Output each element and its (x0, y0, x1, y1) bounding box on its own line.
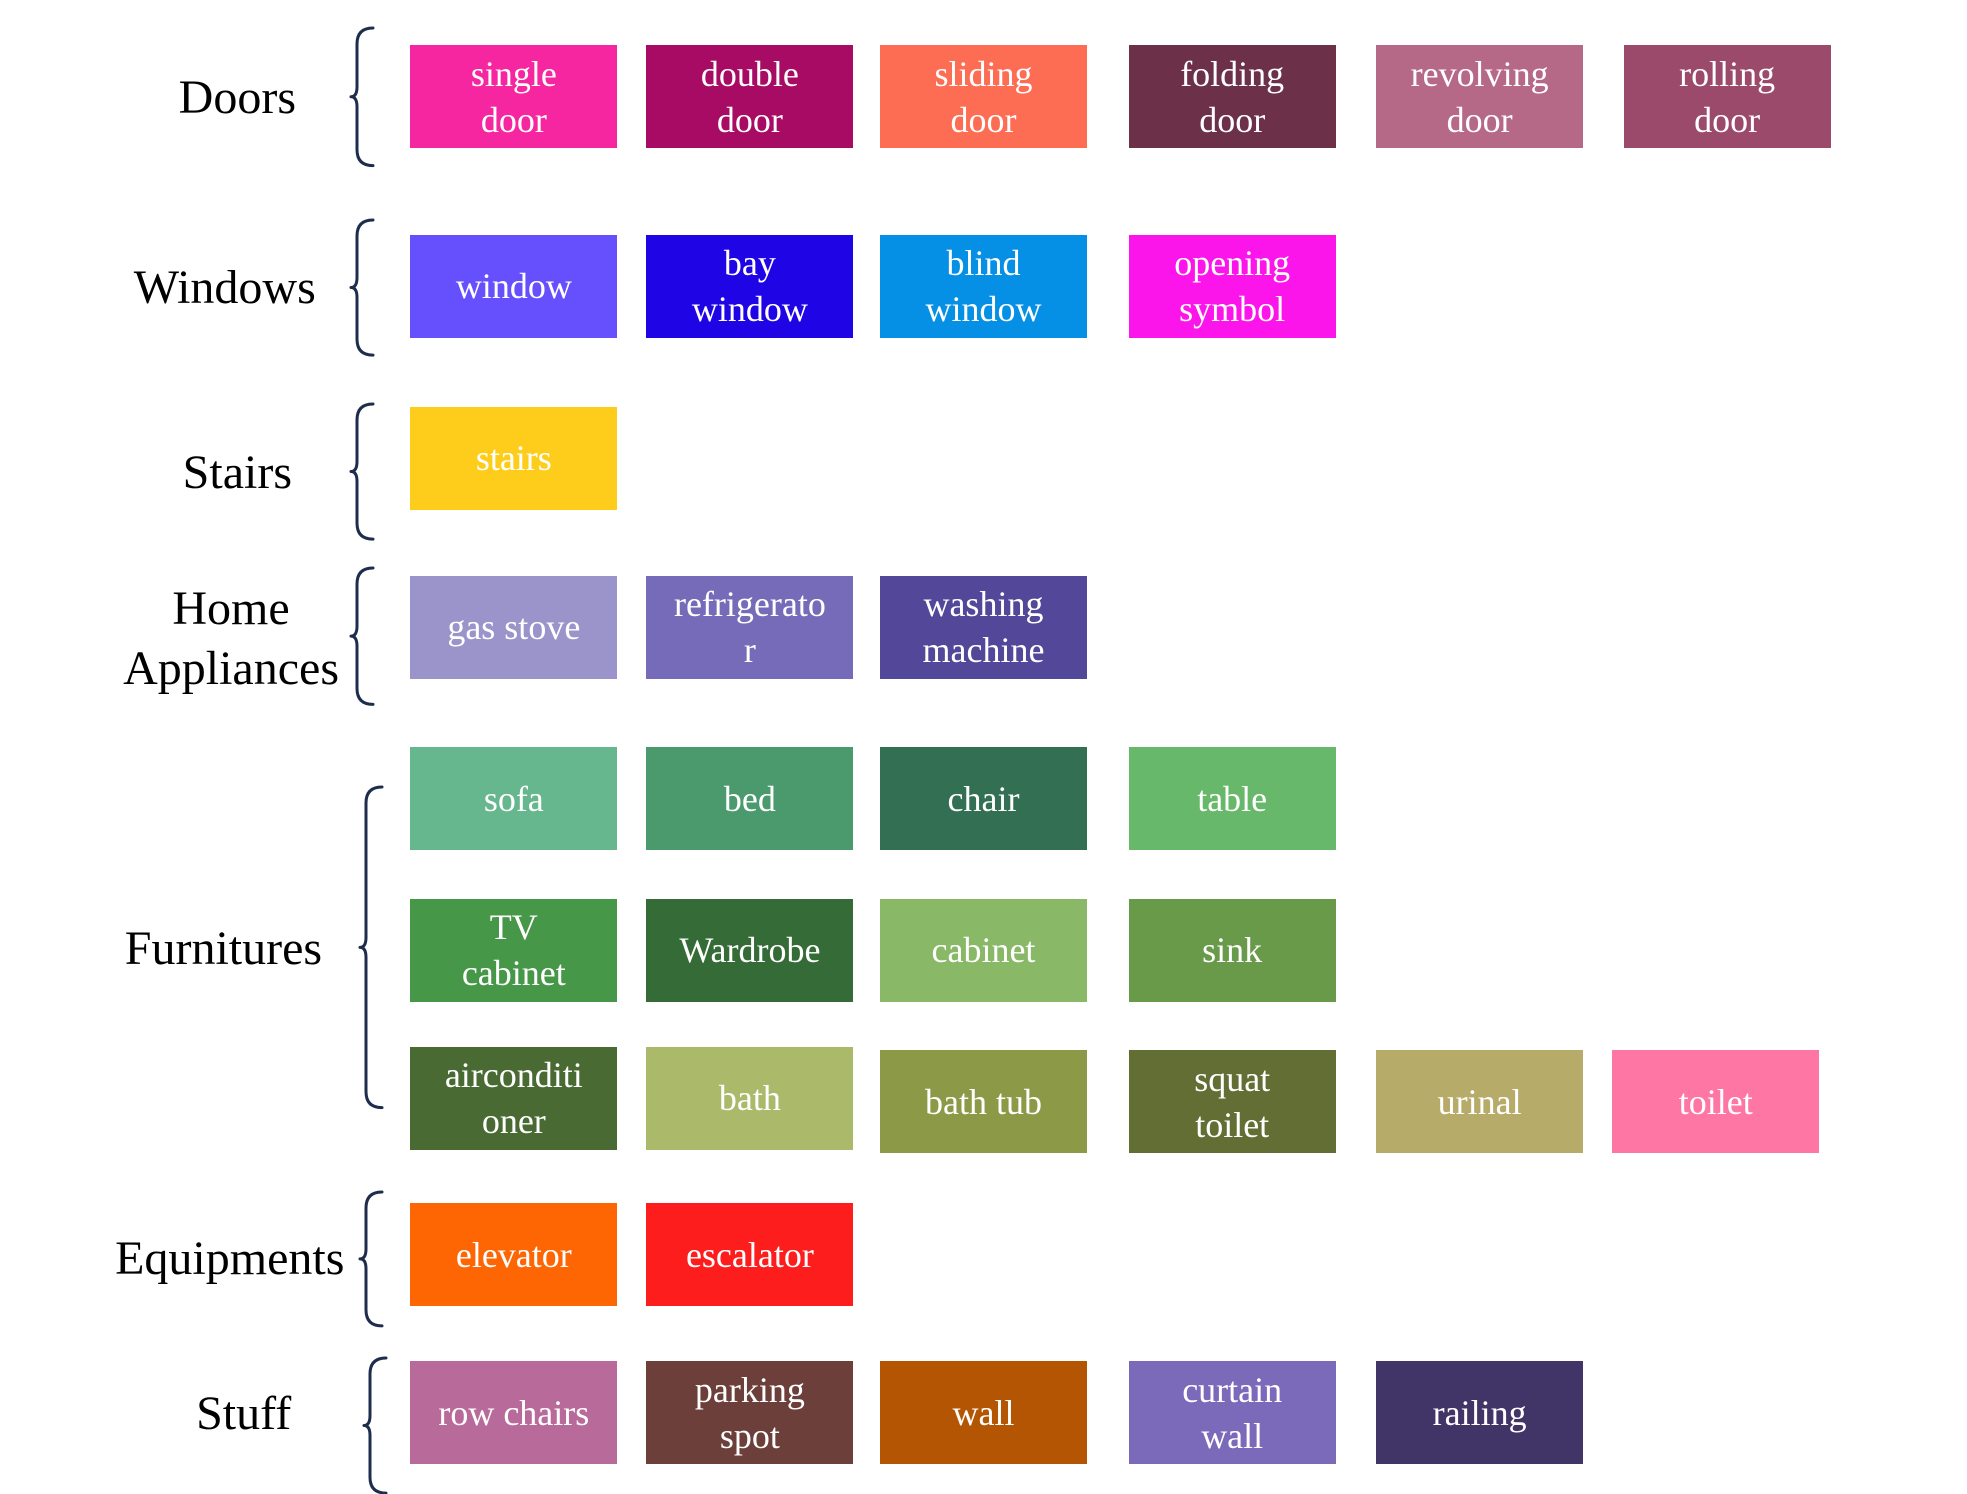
brace-stairs (349, 402, 375, 541)
legend-swatch: folding door (1128, 45, 1336, 149)
legend-swatch: chair (879, 747, 1087, 851)
legend-swatch: elevator (410, 1203, 618, 1307)
legend-swatch: refrigerato r (646, 575, 854, 679)
brace-equipments (358, 1190, 384, 1328)
category-label-stairs: Stairs (182, 446, 293, 500)
legend-swatch: airconditi oner (410, 1046, 618, 1150)
legend-swatch: double door (646, 45, 854, 149)
legend-swatch: Wardrobe (646, 898, 854, 1002)
legend-swatch: bay window (646, 234, 854, 338)
legend-swatch: bath tub (879, 1050, 1087, 1154)
legend-swatch: bed (646, 747, 854, 851)
brace-doors (349, 26, 375, 167)
legend-swatch: revolving door (1376, 45, 1584, 149)
brace-windows (349, 218, 375, 357)
category-label-furnitures: Furnitures (124, 922, 323, 976)
legend-swatch: opening symbol (1128, 234, 1336, 338)
legend-swatch: squat toilet (1128, 1050, 1336, 1154)
legend-swatch: toilet (1612, 1050, 1820, 1154)
legend-swatch: single door (410, 45, 618, 149)
legend-swatch: rolling door (1623, 45, 1831, 149)
legend-swatch: row chairs (410, 1361, 618, 1464)
category-label-windows: Windows (133, 260, 316, 314)
category-label-doors: Doors (178, 71, 296, 125)
legend-swatch: wall (879, 1361, 1087, 1464)
legend-swatch: stairs (410, 406, 618, 510)
category-label-equipments: Equipments (115, 1231, 345, 1285)
brace-furnitures (358, 785, 384, 1109)
legend-swatch: sliding door (879, 45, 1087, 149)
legend-swatch: window (410, 234, 618, 338)
legend-swatch: parking spot (646, 1361, 854, 1464)
legend-swatch: urinal (1376, 1050, 1584, 1154)
category-label-home-appliances: Home Appliances (123, 581, 339, 695)
legend-swatch: railing (1376, 1361, 1584, 1464)
brace-stuff (362, 1356, 388, 1494)
legend-swatch: sink (1128, 898, 1336, 1002)
legend-swatch: curtain wall (1128, 1361, 1336, 1464)
legend-swatch: sofa (410, 747, 618, 851)
brace-home-appliances (349, 566, 375, 706)
legend-swatch: gas stove (410, 575, 618, 679)
legend-swatch: cabinet (879, 898, 1087, 1002)
legend-swatch: TV cabinet (410, 898, 618, 1002)
legend-swatch: washing machine (879, 575, 1087, 679)
legend-swatch: blind window (879, 234, 1087, 338)
legend-swatch: table (1128, 747, 1336, 851)
legend-swatch: bath (646, 1046, 854, 1150)
category-label-stuff: Stuff (196, 1387, 292, 1441)
legend-swatch: escalator (646, 1203, 854, 1307)
